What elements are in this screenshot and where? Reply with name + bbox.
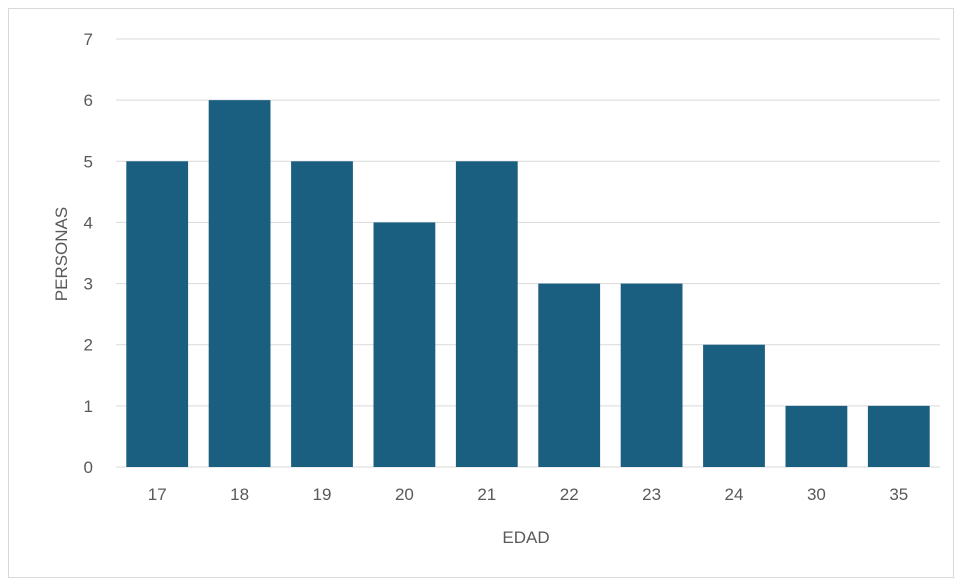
x-tick-labels: 17 18 19 20 21 22 23 24 30 35 [148, 485, 909, 504]
x-tick-label: 23 [642, 485, 661, 504]
bar-21 [455, 161, 518, 468]
bar-20 [373, 222, 436, 467]
x-tick-label: 24 [725, 485, 744, 504]
bar-17 [126, 161, 189, 468]
x-tick-label: 17 [148, 485, 167, 504]
y-tick-label: 5 [84, 152, 93, 171]
bar-23 [620, 283, 683, 467]
x-tick-label: 21 [477, 485, 496, 504]
bar-24 [703, 344, 765, 467]
x-tick-label: 20 [395, 485, 414, 504]
y-tick-label: 2 [84, 336, 93, 355]
x-tick-label: 19 [313, 485, 332, 504]
y-tick-label: 7 [84, 30, 93, 49]
bar-22 [538, 283, 601, 467]
bar-19 [291, 161, 353, 468]
y-tick-label: 4 [84, 213, 93, 232]
bar-18 [208, 100, 271, 468]
y-tick-label: 0 [84, 458, 93, 477]
x-axis-title: EDAD [502, 528, 549, 547]
y-tick-labels: 0 1 2 3 4 5 6 7 [84, 30, 93, 477]
y-tick-label: 3 [84, 275, 93, 294]
x-tick-label: 30 [807, 485, 826, 504]
y-tick-label: 1 [84, 397, 93, 416]
y-axis-title: PERSONAS [52, 207, 71, 301]
x-tick-label: 35 [889, 485, 908, 504]
x-tick-label: 22 [560, 485, 579, 504]
y-tick-label: 6 [84, 91, 93, 110]
x-tick-label: 18 [230, 485, 249, 504]
bars [126, 100, 930, 468]
bar-35 [867, 405, 930, 467]
bar-30 [785, 405, 848, 467]
